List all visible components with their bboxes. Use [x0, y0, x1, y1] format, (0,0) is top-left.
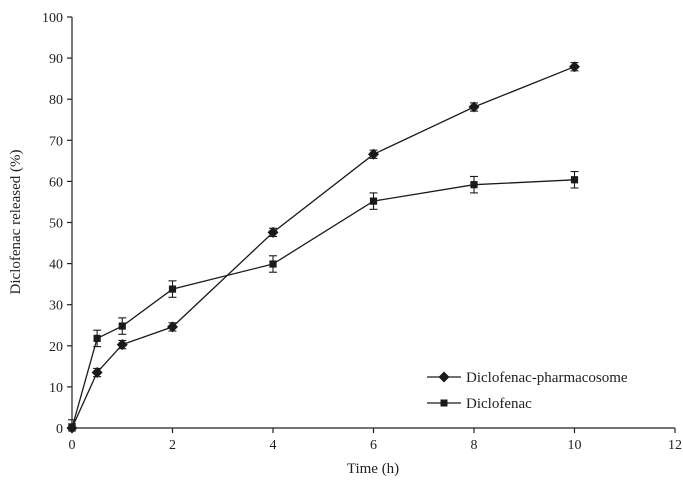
- y-tick-label: 50: [49, 217, 63, 232]
- series-pharmacosome: [66, 61, 580, 434]
- x-tick-label: 12: [668, 438, 682, 453]
- y-tick-label: 0: [56, 422, 63, 437]
- x-tick-label: 10: [568, 438, 582, 453]
- data-point-diamond: [267, 226, 279, 238]
- data-point-square: [118, 322, 126, 330]
- y-tick-label: 90: [49, 52, 63, 67]
- data-point-square: [168, 285, 177, 293]
- y-tick-label: 70: [49, 134, 63, 149]
- x-tick-label: 0: [69, 438, 76, 453]
- data-point-diamond: [569, 61, 580, 73]
- series-group: [66, 61, 580, 434]
- y-tick-label: 80: [49, 93, 63, 108]
- x-axis-title: Time (h): [347, 461, 399, 477]
- x-tick-label: 8: [471, 438, 478, 453]
- legend-label-diclofenac: Diclofenac: [466, 396, 532, 412]
- y-tick-label: 100: [42, 11, 63, 26]
- legend: Diclofenac-pharmacosome Diclofenac: [427, 370, 628, 412]
- legend-item-pharmacosome: Diclofenac-pharmacosome: [427, 370, 628, 386]
- data-point-square: [93, 334, 101, 343]
- series-line: [71, 179, 575, 429]
- data-point-square: [269, 260, 277, 268]
- y-axis-title: Diclofenac released (%): [8, 150, 24, 295]
- series-diclofenac: [68, 170, 579, 432]
- y-tick-label: 20: [49, 340, 63, 355]
- x-ticks: 0 2 4 6 8 10 12: [69, 428, 682, 453]
- legend-item-diclofenac: Diclofenac: [427, 396, 532, 412]
- y-tick-label: 30: [49, 299, 63, 314]
- data-point-diamond: [468, 101, 480, 113]
- legend-marker-square: [440, 399, 448, 407]
- legend-marker-diamond: [438, 371, 450, 383]
- legend-label-pharmacosome: Diclofenac-pharmacosome: [466, 370, 628, 386]
- x-tick-label: 6: [370, 438, 377, 453]
- y-tick-label: 60: [49, 175, 63, 190]
- x-tick-label: 2: [169, 438, 176, 453]
- axes: [71, 17, 675, 429]
- data-point-square: [570, 176, 579, 184]
- data-point-diamond: [91, 367, 103, 379]
- y-tick-label: 40: [49, 258, 63, 273]
- data-point-diamond: [167, 321, 178, 333]
- data-point-diamond: [368, 148, 379, 160]
- y-tick-label: 10: [49, 381, 63, 396]
- data-point-square: [470, 181, 478, 189]
- data-point-square: [369, 197, 378, 205]
- data-point-square: [68, 424, 76, 432]
- y-ticks: 0 10 20 30 40 50 60 70 80 90 100: [42, 11, 72, 437]
- series-line: [71, 66, 575, 429]
- data-point-diamond: [116, 339, 128, 351]
- x-tick-label: 4: [270, 438, 277, 453]
